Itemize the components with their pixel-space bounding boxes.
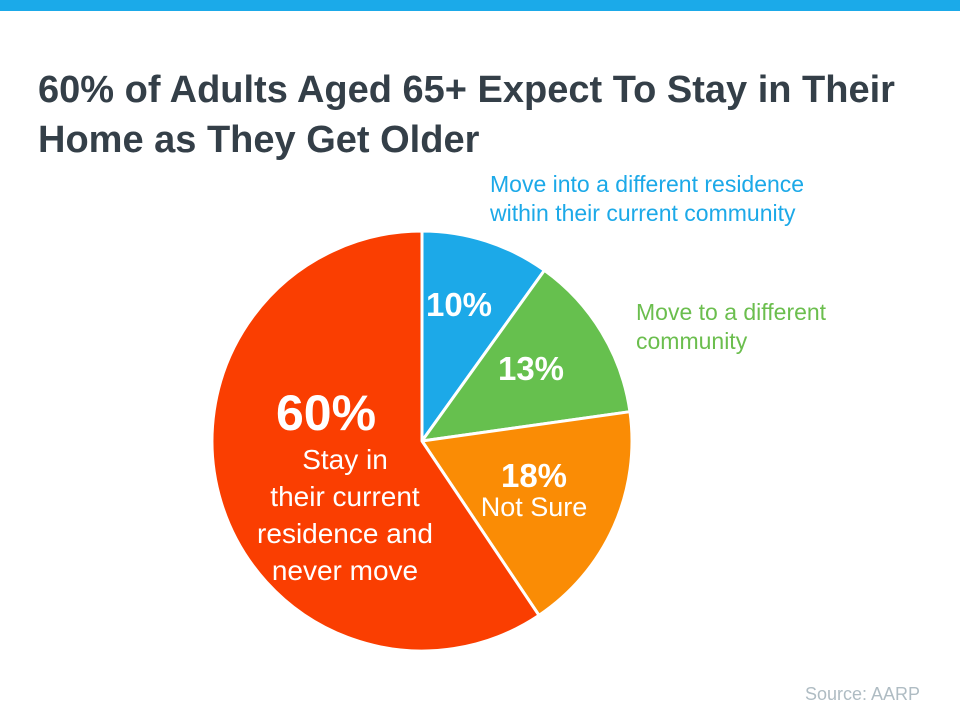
slice-label-red-sub-line1: Stay in <box>302 444 388 475</box>
slice-label-red-sub-line3: residence and <box>257 518 433 549</box>
slice-label-green-pct: 13% <box>497 350 565 387</box>
slice-label-red-pct: 60% <box>275 385 377 441</box>
slice-label-red-sub: Stay in their current residence and neve… <box>257 441 433 589</box>
pie-slice-2 <box>420 410 634 617</box>
slice-label-blue-pct: 10% <box>425 286 493 323</box>
callout-move-residence-line2: within their current community <box>490 200 796 226</box>
slice-label-red-sub-line4: never move <box>271 555 419 586</box>
page-title: 60% of Adults Aged 65+ Expect To Stay in… <box>38 69 895 162</box>
slice-label-orange-sub: Not Sure <box>480 492 588 522</box>
callout-move-community: Move to a different community <box>636 298 826 356</box>
pie-svg <box>210 229 634 653</box>
slice-label-orange: 18% Not Sure <box>480 457 588 522</box>
pie-slice-1 <box>420 268 632 443</box>
top-accent-bar <box>0 0 960 11</box>
pie-slice-3 <box>210 229 541 653</box>
source-credit: Source: AARP <box>804 684 920 704</box>
callout-move-community-line2: community <box>636 328 748 354</box>
slice-label-red-sub-line2: their current <box>270 481 420 512</box>
callout-move-residence-line1: Move into a different residence <box>490 171 805 197</box>
callout-move-residence: Move into a different residence within t… <box>490 170 804 228</box>
callout-move-community-line1: Move to a different <box>636 299 827 325</box>
pie-slice-0 <box>420 229 546 443</box>
pie-chart <box>210 229 634 653</box>
slice-label-orange-pct: 18% <box>500 457 568 494</box>
